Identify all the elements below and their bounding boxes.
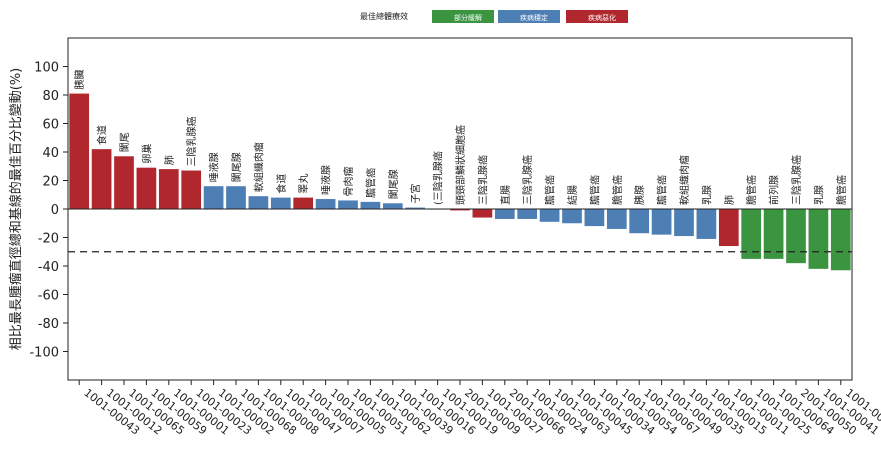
bar-label: 睪丸 [297, 174, 310, 194]
bar-label: 肺 [724, 195, 736, 205]
bar-label: 闌尾腺 [387, 169, 400, 199]
bar-label: 唾液腺 [208, 152, 221, 182]
y-tick-label: -100 [29, 346, 59, 361]
bar-label: 膽管癌 [835, 175, 848, 205]
bar-label: 乳腺 [700, 185, 713, 205]
bar-1001-00007 [293, 197, 314, 209]
legend-title: 最佳總體療效 [360, 11, 408, 21]
bar-label: 軟組織肉瘤 [678, 155, 691, 205]
bar-label: 直腸 [499, 185, 512, 205]
bar-label: 前列腺 [768, 175, 781, 205]
bar-1001-00037 [830, 209, 851, 271]
y-tick-label: 100 [34, 61, 59, 76]
legend-swatch-SD [498, 10, 560, 23]
y-tick-label: -20 [38, 232, 59, 247]
bar-label: 膽管癌 [656, 175, 669, 205]
y-tick-label: 40 [42, 146, 59, 161]
bar-1001-00001 [158, 169, 179, 209]
y-tick-label: -40 [38, 260, 59, 275]
bar-1001-00051 [338, 200, 358, 209]
bar-1001-00062 [360, 201, 381, 209]
bar-label: 肺 [164, 155, 176, 165]
bar-2001-00009 [450, 209, 470, 211]
bar-1001-00025 [741, 209, 762, 259]
bar-1001-00039 [382, 203, 403, 209]
bar-label: 膽管癌 [611, 175, 624, 205]
bar-1001-00016 [405, 207, 426, 209]
bar-2001-00066 [494, 209, 515, 219]
bar-label: 膽管癌 [588, 175, 601, 205]
bar-label: 闌尾 [119, 132, 131, 152]
bar-1001-00059 [136, 167, 157, 209]
bar-1001-00064 [763, 209, 784, 259]
bar-label: 乳腺 [812, 185, 825, 205]
bar-1001-00024 [517, 209, 538, 219]
bar-label: (三陰乳腺癌 [432, 151, 445, 205]
y-tick-label: 80 [42, 89, 59, 104]
bar-1001-00043 [69, 93, 90, 209]
bar-1001-00011 [718, 209, 739, 247]
bar-1001-00068 [226, 186, 246, 209]
bar-label: 膽管癌 [745, 175, 758, 205]
legend-swatch-PD [566, 10, 628, 23]
bar-label: 胰腺 [633, 185, 646, 205]
legend-label-PD: 疾病惡化 [588, 13, 616, 22]
bar-label: 三陰乳腺癌 [521, 155, 534, 205]
bar-label: 頭頸部鱗狀細胞癌 [454, 125, 467, 205]
bar-label: 三陰乳腺癌 [185, 117, 198, 167]
bar-1001-00002 [203, 186, 224, 209]
bar-label: 食道 [96, 125, 109, 145]
bar-label: 軟組織肉瘤 [252, 142, 265, 192]
bar-1001-00049 [651, 209, 672, 235]
bar-1001-00054 [606, 209, 627, 229]
bar-1001-00034 [584, 209, 605, 227]
bar-label: 唾液腺 [320, 165, 333, 195]
y-tick-label: 20 [42, 175, 59, 190]
bar-2001-00050 [786, 209, 806, 264]
bar-1001-00012 [91, 149, 112, 209]
legend-label-SD: 疾病穩定 [520, 13, 548, 22]
y-tick-label: -60 [38, 289, 59, 304]
bar-label: 子宮 [409, 184, 422, 204]
bar-1001-00047 [270, 197, 291, 209]
bar-1001-00027 [472, 209, 493, 218]
y-tick-label: 0 [51, 203, 59, 218]
bar-1001-00063 [539, 209, 560, 222]
legend-swatch-PR [432, 10, 494, 23]
bar-label: 闌尾腺 [230, 152, 243, 182]
bar-1001-00005 [315, 199, 336, 209]
bar-label: 三陰乳腺癌 [790, 155, 803, 205]
y-axis-label: 相比最長腫瘤直徑總和基線的最佳百分比變動(%) [8, 68, 24, 351]
bar-1001-00067 [629, 209, 650, 234]
bar-1001-00065 [114, 156, 134, 209]
bar-label: 結腸 [566, 185, 579, 205]
y-tick-label: -80 [38, 317, 59, 332]
legend-label-PR: 部分緩解 [454, 13, 482, 22]
bar-1001-00041 [808, 209, 829, 269]
bar-label: 膽管癌 [364, 168, 377, 198]
bar-1001-00035 [674, 209, 694, 237]
bar-1001-00015 [696, 209, 717, 239]
bar-label: 三陰乳腺癌 [476, 155, 489, 205]
bar-label: 骨肉瘤 [342, 166, 355, 196]
bar-label: 卵巢 [140, 144, 153, 164]
bar-1001-00045 [562, 209, 582, 224]
y-tick-label: 60 [42, 118, 59, 133]
bar-label: 膽管癌 [544, 175, 557, 205]
bar-1001-00008 [248, 196, 269, 209]
bar-label: 食道 [275, 174, 288, 194]
bar-label: 胰臟 [73, 70, 86, 90]
bar-1001-00023 [181, 170, 202, 209]
